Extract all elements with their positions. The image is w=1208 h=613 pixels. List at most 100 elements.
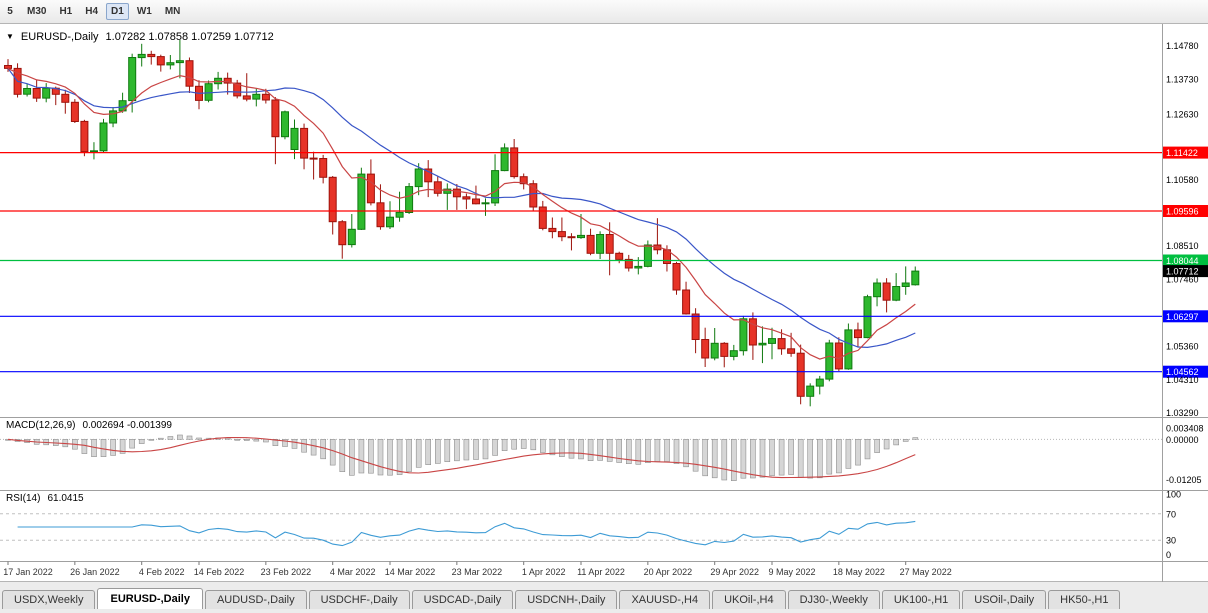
candle-body	[175, 60, 184, 64]
candle-body	[185, 60, 194, 87]
candle-body	[90, 150, 98, 153]
date-label: 18 May 2022	[833, 567, 885, 577]
macd-values: 0.002694 -0.001399	[82, 420, 172, 431]
candle-body	[720, 342, 729, 357]
timeframe-button-5[interactable]: 5	[7, 6, 13, 17]
date-label: 9 May 2022	[768, 567, 815, 577]
chart-tab-eurusd-daily[interactable]: EURUSD-,Daily	[97, 588, 203, 609]
macd-histogram-bar	[177, 434, 183, 440]
macd-histogram-bar	[186, 435, 193, 440]
chart-ohlc-values: 1.07282 1.07858 1.07259 1.07712	[105, 31, 274, 43]
price-axis-label: 1.06297	[1166, 312, 1199, 322]
candle-body	[166, 62, 175, 66]
chart-tab-uk100-h1[interactable]: UK100-,H1	[881, 590, 961, 609]
candle-body	[710, 342, 719, 359]
price-label-badge	[1163, 365, 1208, 378]
chart-tab-dj30-weekly[interactable]: DJ30-,Weekly	[787, 590, 880, 609]
price-axis: 1.14780 1.13730 1.12630 1.11422 1.10580 1.095…	[1163, 41, 1208, 560]
candle-body	[672, 263, 681, 291]
macd-histogram-bar	[645, 438, 651, 463]
macd-histogram-bar	[750, 438, 756, 479]
candle-body	[500, 147, 509, 172]
candle-body	[834, 342, 843, 370]
macd-histogram-bar	[769, 438, 775, 477]
macd-histogram-bar	[816, 438, 823, 479]
macd-histogram-bar	[864, 438, 871, 460]
macd-histogram-bar	[138, 438, 145, 444]
chart-tab-ukoil-h4[interactable]: UKOil-,H4	[712, 590, 786, 609]
timeframe-button-h1[interactable]: H1	[59, 6, 73, 17]
macd-histogram-bar	[606, 438, 613, 462]
macd-histogram-bar	[654, 438, 661, 462]
candle-body	[357, 173, 366, 230]
price-axis-label: 1.08044	[1166, 256, 1199, 266]
macd-histogram-bar	[148, 438, 155, 441]
chart-tab-hk50-h1[interactable]: HK50-,H1	[1048, 590, 1121, 609]
ma-fast-line	[7, 67, 916, 360]
rsi-axis-label: 70	[1166, 509, 1176, 519]
candle-body	[4, 65, 12, 69]
candle-body	[911, 270, 920, 286]
candle-body	[366, 173, 375, 204]
chart-tab-usdx-weekly[interactable]: USDX,Weekly	[2, 590, 96, 609]
macd-histogram-bar	[415, 438, 422, 468]
candle-body	[424, 168, 433, 183]
macd-signal-line	[7, 436, 916, 479]
macd-histogram-bar	[377, 438, 384, 476]
macd-histogram-bar	[902, 438, 909, 442]
date-label: 4 Feb 2022	[139, 567, 185, 577]
candle-body	[204, 83, 213, 101]
chart-area: 1.14780 1.13730 1.12630 1.11422 1.10580 1.095…	[0, 24, 1208, 582]
candle-body	[462, 196, 471, 200]
candle-body	[873, 282, 882, 298]
chart-tab-usdcnh-daily[interactable]: USDCNH-,Daily	[515, 590, 618, 609]
macd-histogram-bar	[396, 438, 403, 475]
timeframe-button-w1[interactable]: W1	[136, 6, 152, 17]
macd-histogram-bar	[110, 438, 116, 456]
macd-axis-label: 0.00000	[1166, 435, 1199, 445]
macd-histogram-bar	[339, 438, 346, 472]
macd-histogram-bar	[310, 438, 317, 456]
macd-histogram-bar	[234, 438, 240, 441]
macd-histogram-bar	[597, 438, 603, 461]
macd-histogram-bar	[272, 438, 279, 446]
price-axis-label: 1.11422	[1166, 148, 1198, 158]
chart-tab-usdcad-daily[interactable]: USDCAD-,Daily	[411, 590, 514, 609]
macd-histogram-bar	[778, 438, 785, 476]
candle-body	[99, 122, 108, 152]
macd-indicator-label: MACD(12,26,9) 0.002694 -0.001399	[6, 420, 172, 431]
chart-canvas[interactable]: 1.14780 1.13730 1.12630 1.11422 1.10580 1.095…	[0, 24, 1208, 582]
macd-histogram-bar	[587, 438, 594, 461]
macd-histogram-bar	[406, 438, 412, 472]
rsi-axis-label: 0	[1166, 550, 1171, 560]
price-axis-label: 1.05360	[1166, 342, 1199, 352]
timeframe-button-mn[interactable]: MN	[164, 6, 181, 17]
timeframe-button-d1[interactable]: D1	[106, 3, 129, 20]
symbol-dropdown-icon[interactable]: ▼	[6, 32, 14, 41]
candle-body	[80, 120, 89, 153]
macd-histogram-bar	[616, 438, 623, 463]
timeframe-button-m30[interactable]: M30	[27, 6, 47, 17]
candle-body	[252, 93, 261, 100]
candle-body	[338, 221, 347, 246]
candle-body	[787, 348, 796, 354]
chart-tab-xauusd-h4[interactable]: XAUUSD-,H4	[619, 590, 711, 609]
macd-histogram-bar	[492, 438, 498, 456]
candle-body	[137, 53, 146, 59]
macd-histogram-bar	[511, 438, 518, 450]
macd-histogram-bar	[912, 437, 919, 440]
date-label: 11 Apr 2022	[577, 567, 625, 577]
candle-body	[300, 127, 309, 159]
candle-body	[386, 216, 394, 228]
macd-histogram-bar	[874, 438, 880, 453]
chart-tab-audusd-daily[interactable]: AUDUSD-,Daily	[204, 590, 307, 609]
levels-layer	[0, 152, 1162, 373]
candle-body	[777, 338, 786, 350]
candle-body	[242, 95, 251, 100]
price-axis-label: 1.03290	[1166, 408, 1199, 418]
chart-tab-usdchf-daily[interactable]: USDCHF-,Daily	[308, 590, 410, 609]
timeframe-button-h4[interactable]: H4	[85, 6, 99, 17]
timeframe-toolbar: 5 M30 H1 H4 D1 W1 MN	[0, 0, 1208, 24]
chart-tab-usoil-daily[interactable]: USOil-,Daily	[962, 590, 1047, 609]
